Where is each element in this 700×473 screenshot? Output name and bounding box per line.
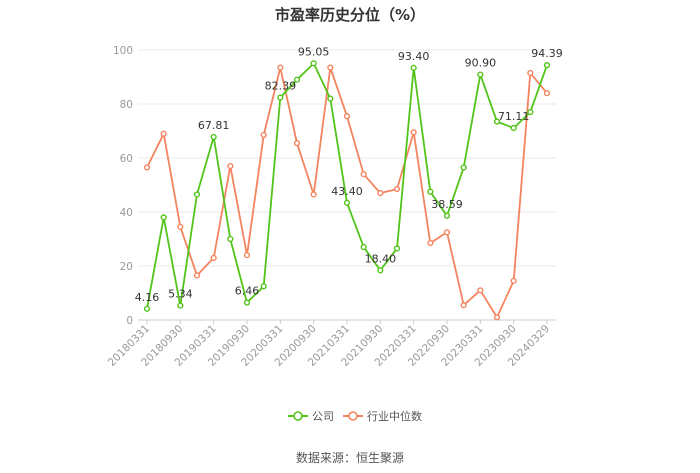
data-point bbox=[527, 69, 534, 77]
data-point bbox=[377, 267, 384, 274]
data-label: 67.81 bbox=[198, 119, 230, 132]
data-source: 数据来源：恒生聚源 bbox=[296, 450, 404, 465]
data-point bbox=[493, 314, 501, 321]
data-point bbox=[210, 133, 217, 141]
data-point bbox=[477, 287, 484, 294]
data-label: 95.05 bbox=[298, 45, 330, 58]
data-point bbox=[543, 90, 551, 97]
data-point bbox=[443, 212, 451, 219]
data-point bbox=[543, 62, 551, 69]
y-tick-label: 20 bbox=[120, 261, 133, 273]
data-point bbox=[527, 108, 534, 116]
data-point bbox=[460, 164, 467, 171]
data-point bbox=[360, 171, 367, 178]
data-label: 93.40 bbox=[398, 50, 430, 63]
legend-item-company: 公司 bbox=[288, 410, 334, 423]
data-label: 6.46 bbox=[235, 285, 260, 298]
data-point bbox=[177, 223, 184, 230]
legend-label: 行业中位数 bbox=[367, 409, 422, 423]
data-point bbox=[243, 252, 251, 259]
data-point bbox=[510, 277, 517, 284]
data-point bbox=[443, 229, 451, 236]
data-point bbox=[343, 113, 351, 120]
data-point bbox=[460, 302, 467, 309]
legend-label: 公司 bbox=[312, 410, 334, 423]
data-point bbox=[227, 163, 234, 170]
data-point bbox=[277, 64, 284, 71]
data-point bbox=[243, 299, 251, 306]
data-point bbox=[193, 191, 201, 198]
y-tick-label: 80 bbox=[120, 99, 133, 111]
data-label: 43.40 bbox=[331, 185, 363, 198]
data-point bbox=[293, 140, 301, 147]
data-point bbox=[143, 305, 151, 312]
data-label: 82.39 bbox=[265, 80, 297, 93]
y-tick-label: 0 bbox=[126, 315, 133, 327]
data-point bbox=[360, 244, 367, 251]
data-point bbox=[227, 235, 234, 243]
data-point bbox=[427, 239, 434, 247]
axis-layer: 0204060801002018033120180930201903312019… bbox=[106, 45, 556, 369]
y-tick-label: 60 bbox=[120, 153, 133, 165]
data-point bbox=[410, 64, 417, 71]
data-label: 38.59 bbox=[431, 198, 463, 211]
data-point bbox=[160, 130, 167, 137]
data-point bbox=[393, 245, 401, 252]
data-point bbox=[343, 199, 351, 206]
data-point bbox=[143, 164, 151, 171]
data-point bbox=[293, 76, 301, 83]
y-tick-label: 100 bbox=[113, 45, 133, 57]
data-point bbox=[260, 283, 267, 290]
data-label-layer: 4.16 5.34 67.81 6.46 82.39 95.05 43.40 18.40 93.… bbox=[135, 45, 563, 303]
series-company bbox=[143, 60, 551, 312]
data-label: 90.90 bbox=[465, 57, 497, 70]
data-point bbox=[193, 272, 201, 279]
y-tick-label: 40 bbox=[120, 207, 133, 219]
data-label: 4.16 bbox=[135, 291, 160, 304]
data-point bbox=[327, 64, 334, 71]
data-label: 94.39 bbox=[531, 47, 563, 60]
data-point bbox=[510, 124, 517, 132]
legend-item-industry-median: 行业中位数 bbox=[343, 409, 422, 423]
data-point bbox=[177, 302, 184, 309]
legend-swatch-marker bbox=[293, 411, 303, 421]
data-point bbox=[377, 190, 384, 197]
data-point bbox=[310, 60, 317, 67]
legend: 公司 行业中位数 bbox=[288, 409, 422, 423]
data-label: 18.40 bbox=[365, 252, 397, 265]
data-point bbox=[210, 254, 217, 262]
data-point bbox=[260, 131, 267, 139]
chart-title: 市盈率历史分位（%） bbox=[275, 6, 425, 24]
data-point bbox=[310, 191, 317, 198]
series-industry-median bbox=[143, 64, 551, 321]
data-point bbox=[327, 95, 334, 102]
data-label: 71.11 bbox=[498, 110, 530, 123]
series-layer bbox=[143, 60, 551, 321]
data-label: 5.34 bbox=[168, 288, 193, 301]
data-point bbox=[427, 188, 434, 195]
data-point bbox=[277, 94, 284, 101]
data-point bbox=[493, 118, 501, 125]
data-point bbox=[410, 129, 417, 136]
data-point bbox=[160, 214, 167, 221]
data-point bbox=[393, 185, 401, 193]
legend-swatch-marker bbox=[348, 411, 358, 421]
data-point bbox=[477, 71, 484, 78]
